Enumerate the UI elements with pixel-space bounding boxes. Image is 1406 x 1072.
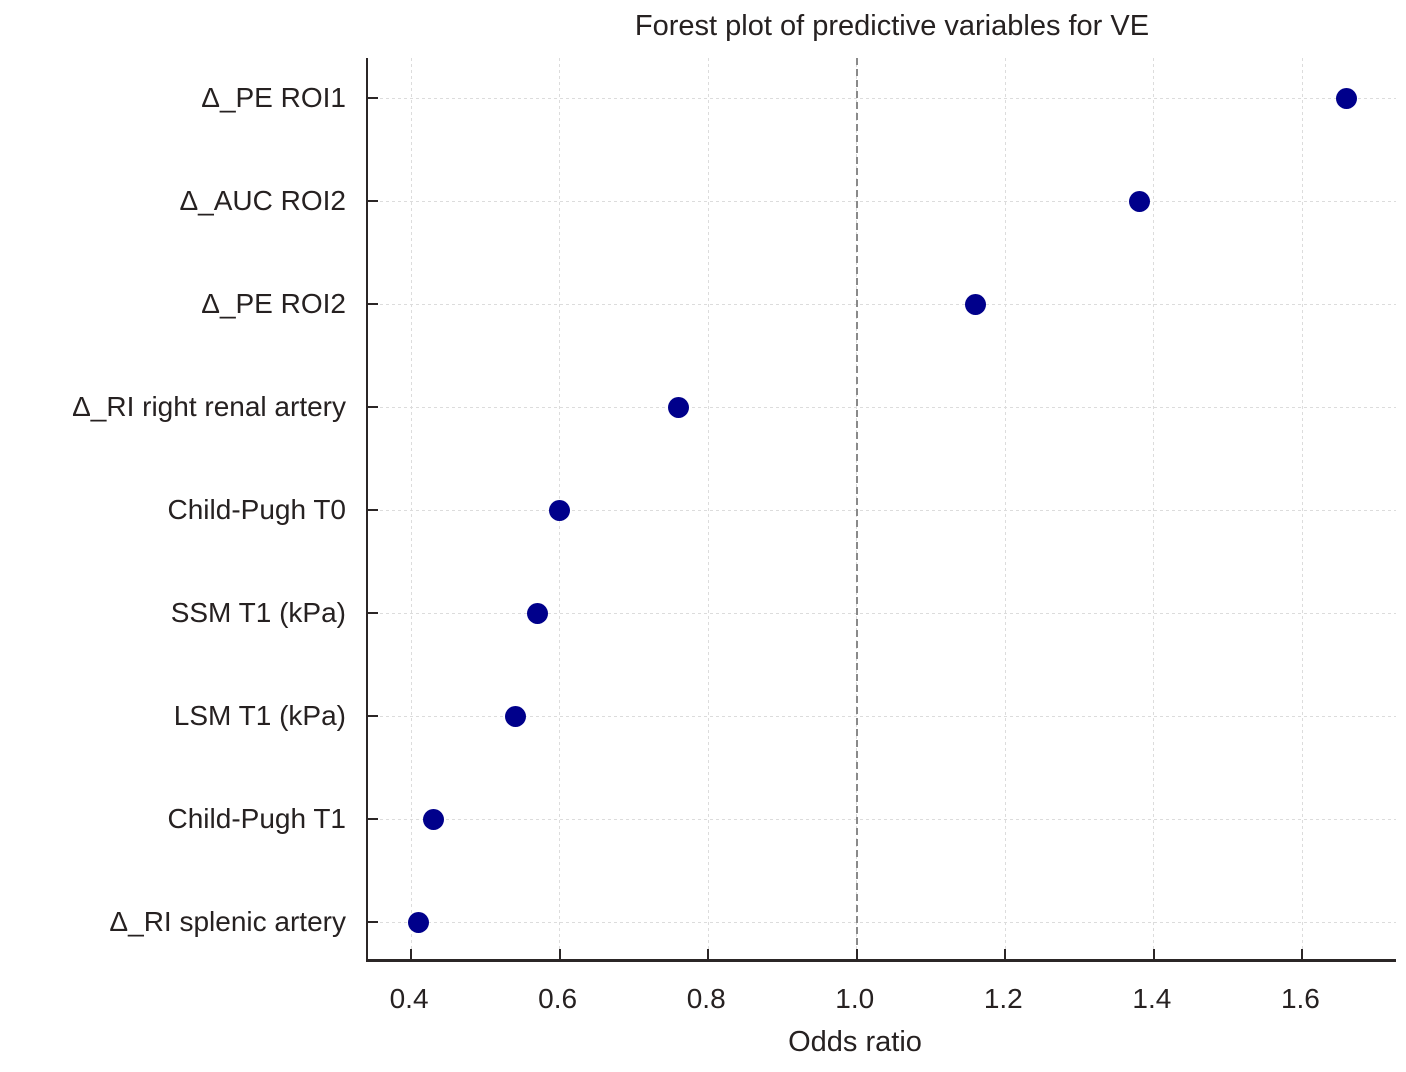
y-axis-tick — [368, 97, 378, 99]
data-point — [526, 602, 548, 624]
horizontal-gridline — [368, 921, 1396, 923]
reference-line — [855, 58, 858, 959]
data-point — [667, 396, 689, 418]
vertical-gridline — [707, 58, 709, 959]
vertical-gridline — [410, 58, 412, 959]
horizontal-gridline — [368, 715, 1396, 717]
horizontal-gridline — [368, 509, 1396, 511]
x-axis-tick — [410, 949, 413, 959]
y-axis-tick — [368, 818, 378, 821]
data-point — [1128, 190, 1150, 212]
x-axis-tick — [1301, 949, 1304, 959]
horizontal-gridline — [368, 612, 1396, 614]
y-axis-tick — [368, 303, 378, 306]
y-axis-label: Child-Pugh T0 — [167, 494, 346, 526]
x-axis-tick — [1004, 949, 1007, 959]
data-point — [422, 808, 444, 830]
y-axis-tick — [368, 921, 378, 924]
x-axis-tick — [558, 949, 561, 959]
y-axis-label: Δ_PE ROI2 — [201, 288, 346, 320]
data-point — [1336, 87, 1358, 109]
horizontal-gridline — [368, 406, 1396, 408]
x-axis-title: Odds ratio — [788, 1026, 922, 1058]
data-point — [408, 911, 429, 933]
x-tick-label: 1.0 — [835, 983, 875, 1014]
horizontal-gridline — [368, 818, 1396, 820]
y-axis-tick — [368, 200, 378, 203]
x-axis-tick — [707, 949, 710, 959]
y-axis-label: Δ_RI splenic artery — [109, 906, 346, 938]
horizontal-gridline — [368, 97, 1396, 99]
vertical-gridline — [1153, 58, 1155, 959]
x-tick-label: 0.8 — [686, 983, 726, 1014]
y-axis-tick — [368, 612, 378, 615]
x-axis-tick — [1152, 949, 1155, 959]
data-point — [549, 499, 571, 521]
horizontal-gridline — [368, 303, 1396, 305]
horizontal-gridline — [368, 200, 1396, 202]
y-axis-tick — [368, 715, 378, 718]
y-axis-tick — [368, 406, 378, 409]
y-axis-label: Δ_RI right renal artery — [72, 391, 346, 423]
y-axis-label: Δ_AUC ROI2 — [179, 185, 346, 217]
y-axis-label: SSM T1 (kPa) — [170, 597, 346, 629]
x-tick-label: 1.6 — [1280, 983, 1320, 1014]
data-point — [504, 705, 526, 727]
plot-area — [366, 58, 1396, 962]
x-tick-label: 1.2 — [983, 983, 1023, 1014]
y-axis-tick — [368, 509, 378, 512]
x-tick-label: 0.4 — [389, 983, 429, 1014]
y-axis-label: Child-Pugh T1 — [167, 803, 346, 835]
x-tick-label: 0.6 — [538, 983, 578, 1014]
y-axis-label: LSM T1 (kPa) — [173, 700, 346, 732]
y-axis-label: Δ_PE ROI1 — [201, 82, 346, 113]
vertical-gridline — [1301, 58, 1303, 959]
vertical-gridline — [1004, 58, 1006, 959]
x-tick-label: 1.4 — [1132, 983, 1172, 1014]
data-point — [965, 293, 987, 315]
chart-title: Forest plot of predictive variables for … — [634, 10, 1150, 42]
x-axis-tick — [855, 949, 858, 959]
